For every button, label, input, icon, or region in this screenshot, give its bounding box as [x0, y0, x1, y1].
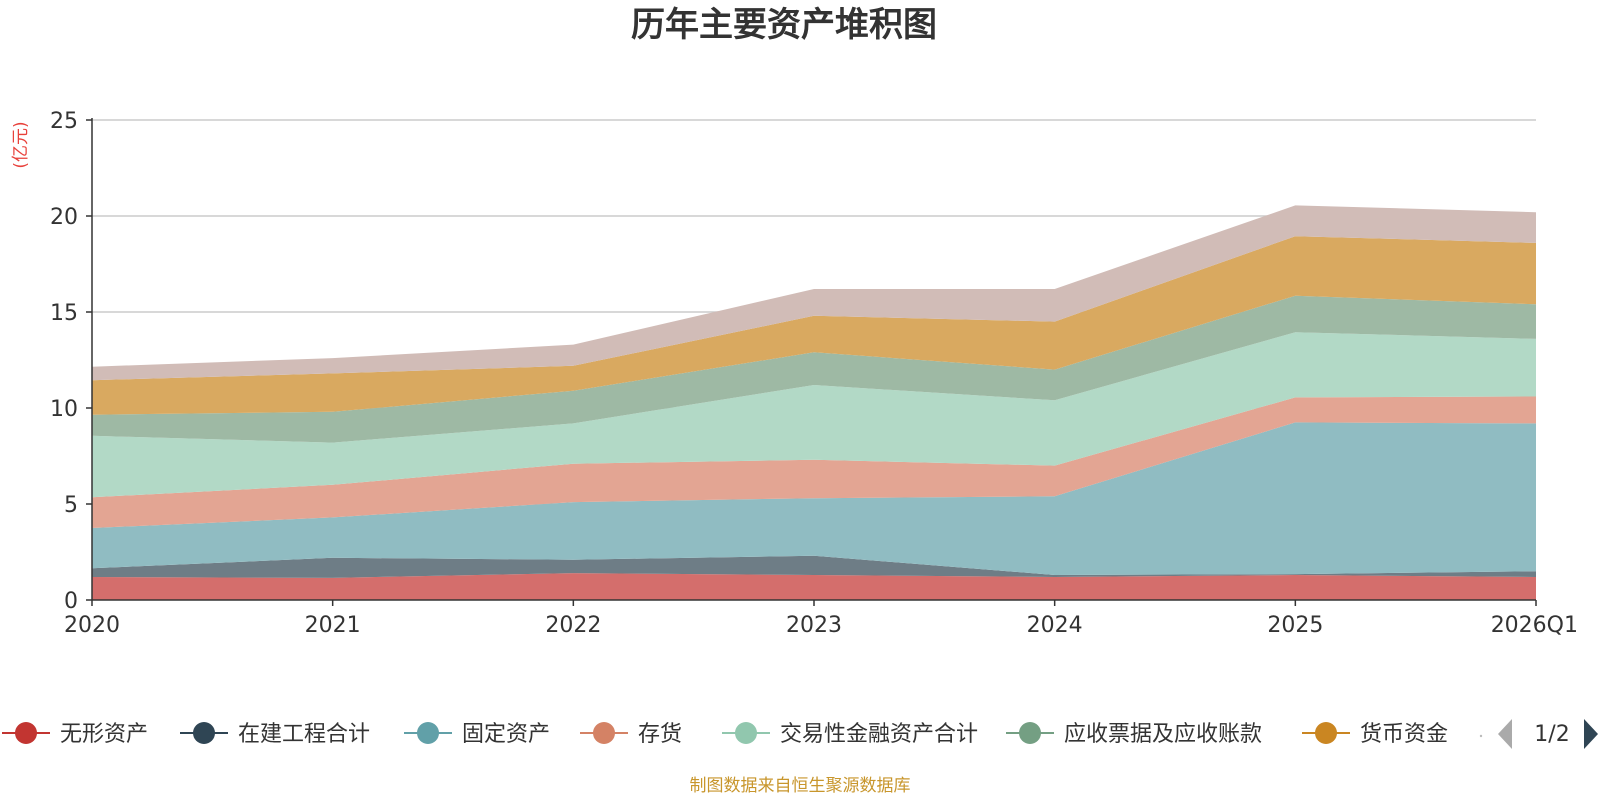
- legend-label-4[interactable]: 交易性金融资产合计: [780, 722, 978, 747]
- legend-label-5[interactable]: 应收票据及应收账款: [1064, 722, 1262, 747]
- y-tick-label: 20: [50, 205, 78, 230]
- y-tick-label: 15: [50, 301, 78, 326]
- legend-dot-separator: [1479, 734, 1483, 738]
- legend-label-3[interactable]: 存货: [638, 722, 682, 747]
- legend-next-icon[interactable]: [1584, 719, 1598, 749]
- x-tick-label: 2024: [1027, 613, 1083, 638]
- x-tick-label: 2026Q1: [1491, 613, 1578, 638]
- y-tick-label: 5: [64, 493, 78, 518]
- legend-label-2[interactable]: 固定资产: [462, 722, 550, 747]
- legend: 无形资产 在建工程合计 固定资产 存货 交易性金融资产合计 应收票据及应收账款 货币资金 1/…: [2, 719, 1598, 749]
- area-layers: [92, 205, 1536, 600]
- legend-label-6[interactable]: 货币资金: [1360, 722, 1448, 747]
- area-series-0: [92, 573, 1536, 600]
- legend-marker-0: [15, 722, 37, 744]
- data-source-note: 制图数据来自恒生聚源数据库: [690, 776, 911, 796]
- area-series-6: [92, 236, 1536, 415]
- x-tick-label: 2022: [545, 613, 601, 638]
- x-tick-label: 2025: [1267, 613, 1323, 638]
- area-series-3: [92, 396, 1536, 528]
- area-series-2: [92, 422, 1536, 575]
- x-tick-label: 2021: [305, 613, 361, 638]
- legend-marker-6: [1315, 722, 1337, 744]
- chart-title: 历年主要资产堆积图: [631, 5, 937, 45]
- x-tick-label: 2023: [786, 613, 842, 638]
- legend-page-indicator: 1/2: [1534, 722, 1569, 747]
- legend-label-0[interactable]: 无形资产: [60, 722, 148, 747]
- area-series-5: [92, 295, 1536, 443]
- legend-prev-icon[interactable]: [1498, 719, 1512, 749]
- area-series-4: [92, 332, 1536, 498]
- area-series-7: [92, 205, 1536, 381]
- legend-marker-2: [417, 722, 439, 744]
- legend-marker-4: [735, 722, 757, 744]
- legend-marker-5: [1019, 722, 1041, 744]
- y-tick-label: 25: [50, 109, 78, 134]
- y-axis-unit: (亿元): [11, 121, 31, 168]
- legend-label-1[interactable]: 在建工程合计: [238, 722, 370, 747]
- y-tick-label: 10: [50, 397, 78, 422]
- x-tick-label: 2020: [64, 613, 120, 638]
- y-tick-label: 0: [64, 589, 78, 614]
- area-series-1: [92, 555, 1536, 578]
- legend-marker-1: [193, 722, 215, 744]
- legend-marker-3: [593, 722, 615, 744]
